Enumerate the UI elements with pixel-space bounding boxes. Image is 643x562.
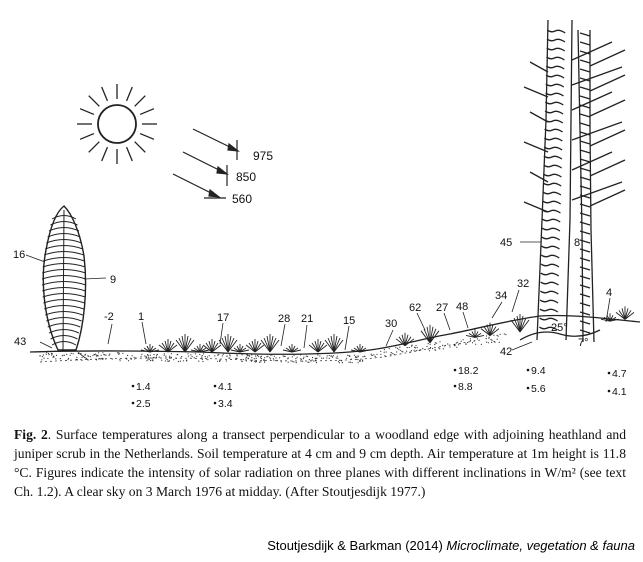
surface-temp-label: -2 xyxy=(104,311,114,323)
soil-temp-9cm: 4.1 xyxy=(612,386,627,398)
soil-temp-9cm: 5.6 xyxy=(531,383,546,395)
figure-number: Fig. 2 xyxy=(14,427,48,442)
surface-temp-label: 30 xyxy=(385,318,397,330)
surface-temp-label: 34 xyxy=(495,290,507,302)
surface-temp-label: 62 xyxy=(409,302,421,314)
surface-temp-label: 8 xyxy=(574,237,580,249)
figure-caption: Fig. 2. Surface temperatures along a tra… xyxy=(14,425,626,501)
surface-temp-label: 48 xyxy=(456,301,468,313)
source-credit: Stoutjesdijk & Barkman (2014) Microclima… xyxy=(267,538,635,553)
surface-temp-label: 42 xyxy=(500,346,512,358)
soil-temp-4cm: 1.4 xyxy=(136,381,151,393)
ground-profile xyxy=(29,314,641,363)
leader-lines xyxy=(25,241,611,351)
soil-temp-4cm: 4.1 xyxy=(218,381,233,393)
soil-temp-4cm: 4.7 xyxy=(612,368,627,380)
ground-stipple xyxy=(39,333,507,364)
credit-authors: Stoutjesdijk & Barkman (2014) xyxy=(267,538,447,553)
soil-temperatures: 1.4 2.5 4.1 3.4 18.2 8.8 9.4 5.6 4.7 4.1 xyxy=(131,365,627,410)
surface-temp-label: 4 xyxy=(606,287,612,299)
surface-temp-label: 43 xyxy=(14,336,26,348)
surface-temp-label: 1 xyxy=(138,311,144,323)
juniper-shrub xyxy=(41,205,87,351)
soil-temp-4cm: 18.2 xyxy=(458,365,479,377)
soil-temp-9cm: 2.5 xyxy=(136,398,151,410)
pine-trees xyxy=(519,19,626,343)
caption-text: . Surface temperatures along a transect … xyxy=(14,427,626,499)
surface-temp-label: 17 xyxy=(217,312,229,324)
surface-temp-label: 25° xyxy=(551,322,568,334)
credit-title: Microclimate, vegetation & fauna xyxy=(446,538,635,553)
transect-figure: 975 850 560 xyxy=(13,19,641,410)
soil-temp-9cm: 3.4 xyxy=(218,398,233,410)
surface-temp-label: 45 xyxy=(500,237,512,249)
surface-temp-label: 32 xyxy=(517,278,529,290)
surface-temp-label: 7° xyxy=(578,337,589,349)
surface-temp-label: 15 xyxy=(343,315,355,327)
surface-temp-label: 27 xyxy=(436,302,448,314)
radiation-label: 850 xyxy=(236,170,256,184)
soil-temp-9cm: 8.8 xyxy=(458,381,473,393)
radiation-label: 975 xyxy=(253,149,273,163)
sun-icon xyxy=(77,84,157,164)
heath-vegetation xyxy=(140,306,635,353)
surface-temp-label: 28 xyxy=(278,313,290,325)
surface-temp-label: 9 xyxy=(110,274,116,286)
surface-temp-label: 16 xyxy=(13,249,25,261)
radiation-arrows xyxy=(172,128,241,199)
soil-temp-4cm: 9.4 xyxy=(531,365,546,377)
radiation-label: 560 xyxy=(232,192,252,206)
surface-temp-label: 21 xyxy=(301,313,313,325)
